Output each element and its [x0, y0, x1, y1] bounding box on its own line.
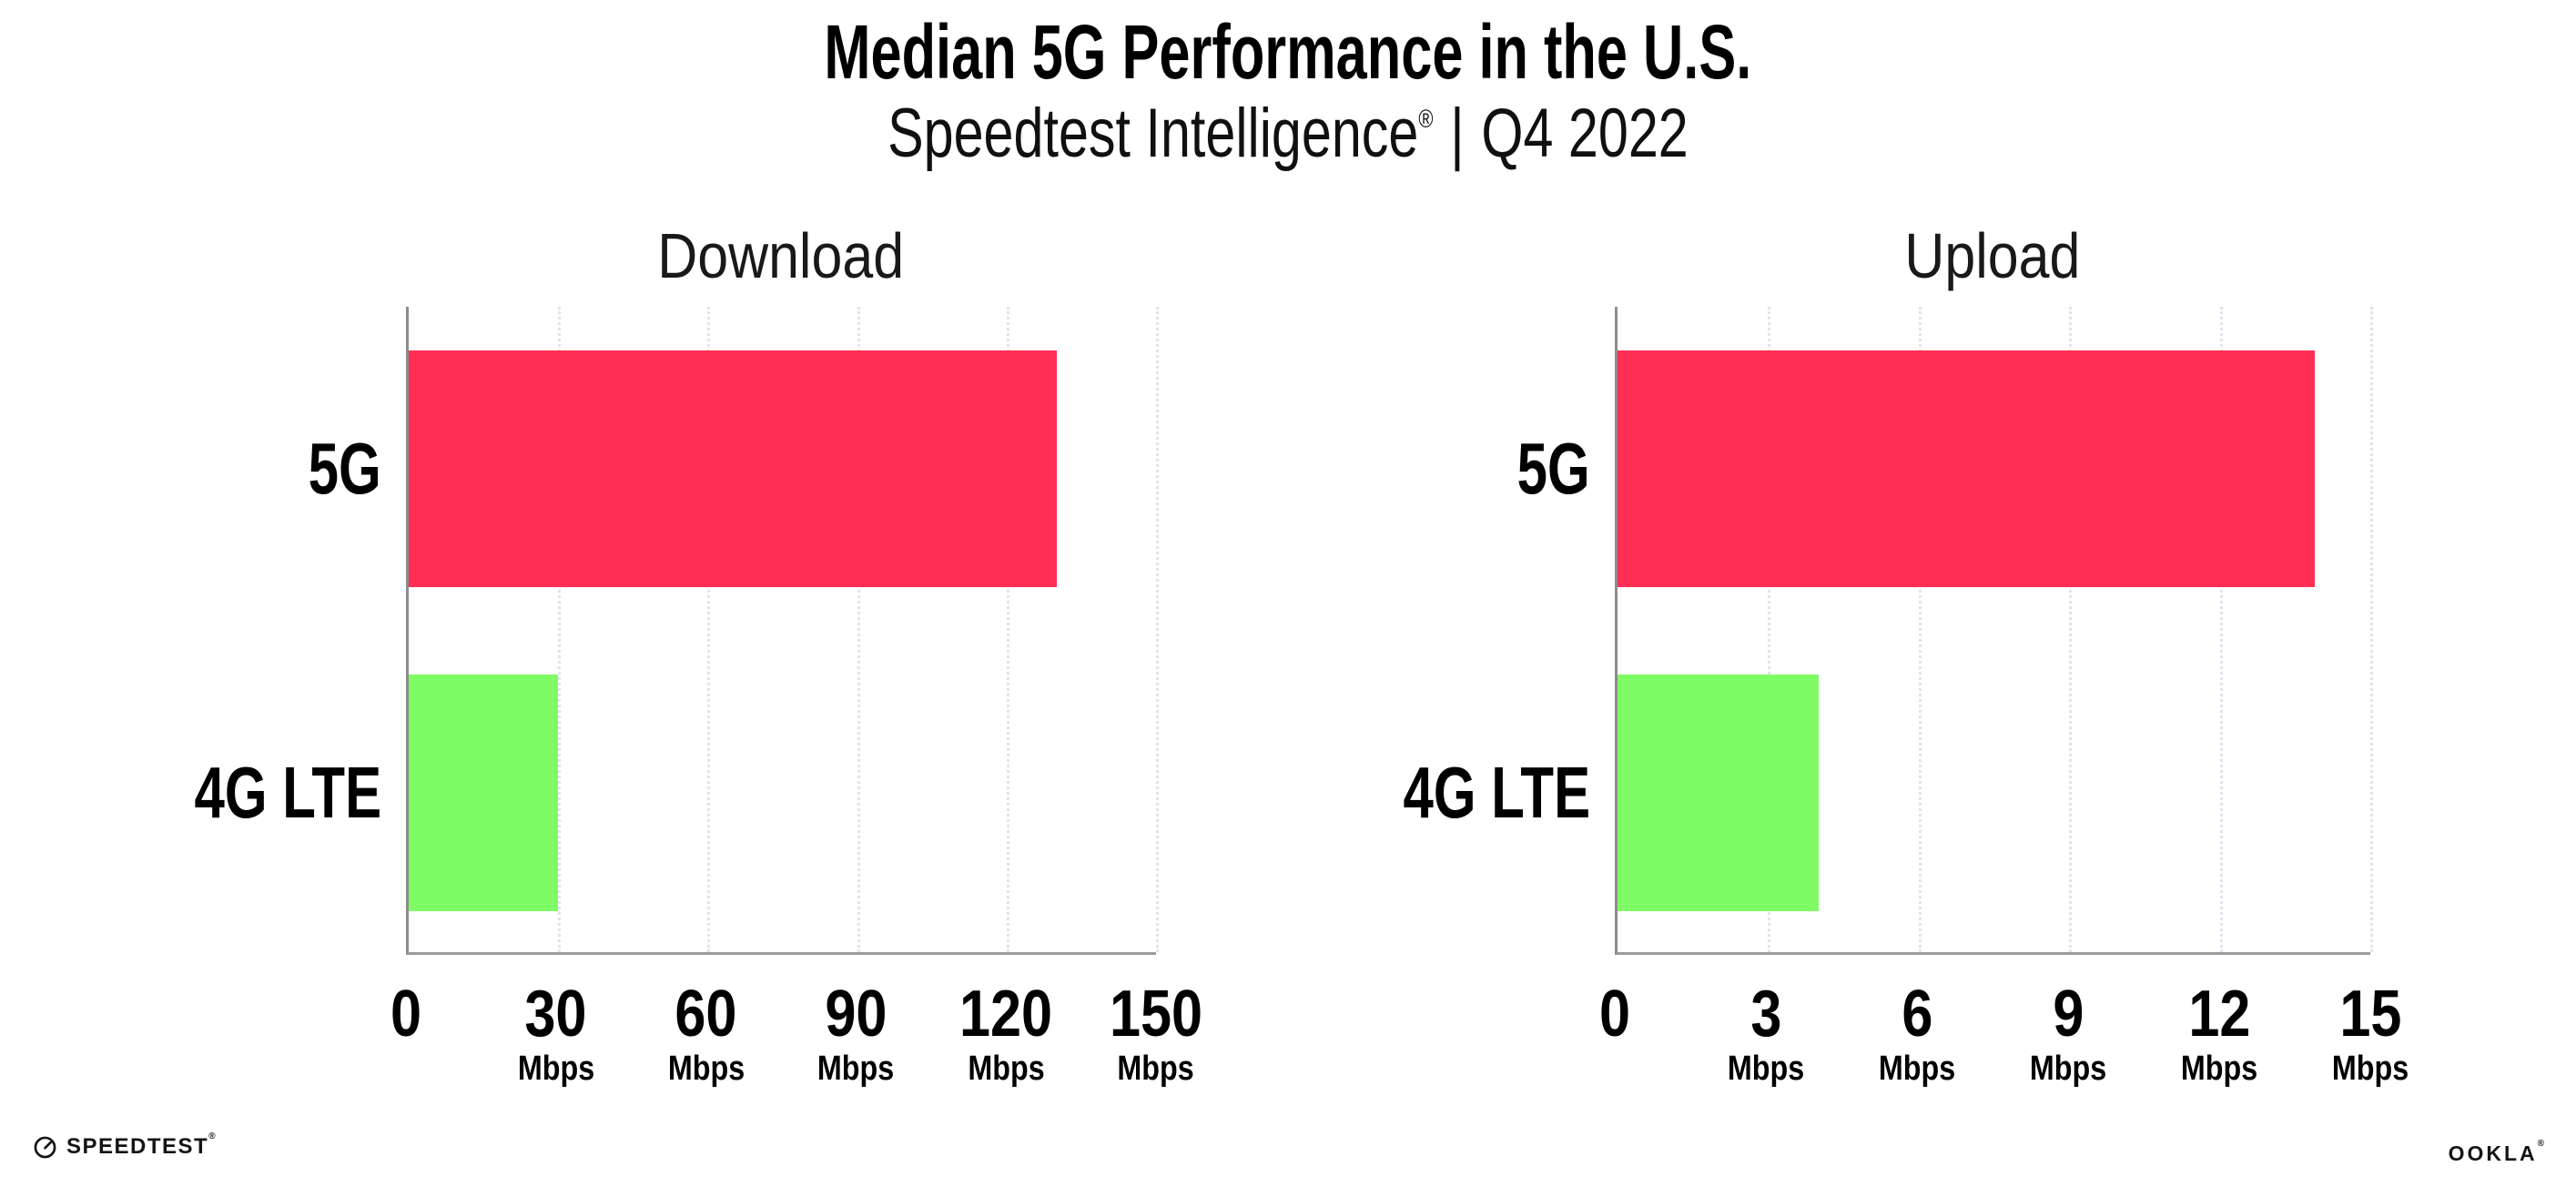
speedtest-logo: SPEEDTEST®	[33, 1131, 218, 1160]
download-chart-title: Download	[657, 220, 905, 291]
x-tick-label: 90 Mbps	[811, 981, 901, 1087]
gridline	[707, 307, 711, 952]
category-label-4g-lte: 4G LTE	[1403, 752, 1590, 833]
x-tick-label: 150 Mbps	[1101, 981, 1211, 1087]
bar-4g-lte	[409, 675, 559, 911]
x-tick-label: 3 Mbps	[1720, 981, 1810, 1087]
x-tick-label: 9 Mbps	[2023, 981, 2113, 1087]
x-tick-unit: Mbps	[2180, 1050, 2258, 1088]
ookla-logo: OOKLA®	[2448, 1139, 2547, 1166]
x-tick-label: 6 Mbps	[1871, 981, 1962, 1087]
x-tick-label: 0	[1598, 978, 1631, 1050]
x-tick-label: 15 Mbps	[2325, 981, 2415, 1087]
gridline	[558, 307, 562, 952]
x-axis: 0 3 Mbps 6 Mbps 9 Mbps 12 Mbps 15 Mbps	[1599, 981, 2409, 1118]
x-tick-unit: Mbps	[1727, 1050, 1805, 1088]
x-tick-unit: Mbps	[1117, 1050, 1195, 1088]
bar-5g	[409, 350, 1057, 587]
x-tick-unit: Mbps	[517, 1050, 594, 1088]
gridline	[2219, 307, 2223, 952]
x-tick-label: 30 Mbps	[511, 981, 601, 1087]
x-tick-label: 60 Mbps	[661, 981, 751, 1087]
x-tick-unit: Mbps	[2029, 1050, 2107, 1088]
x-tick-unit: Mbps	[2331, 1050, 2409, 1088]
speedtest-gauge-icon	[33, 1135, 57, 1160]
gridline	[1006, 307, 1009, 952]
subtitle-brand: Speedtest Intelligence	[887, 95, 1419, 172]
bar-5g	[1618, 350, 2316, 587]
x-tick-label: 0	[390, 978, 422, 1050]
plot-area: 5G 4G LTE	[194, 307, 1159, 955]
gridline	[2069, 307, 2073, 952]
ookla-registered-mark: ®	[2537, 1139, 2547, 1150]
category-label-5g: 5G	[308, 428, 381, 509]
x-tick-label: 120 Mbps	[951, 981, 1060, 1087]
page-subtitle: Speedtest Intelligence® | Q4 2022	[0, 95, 2576, 173]
page-title-text: Median 5G Performance in the U.S.	[824, 9, 1752, 95]
plot-area: 5G 4G LTE	[1403, 307, 2373, 955]
gridline	[1768, 307, 1771, 952]
speedtest-wordmark: SPEEDTEST®	[66, 1131, 218, 1159]
page-title: Median 5G Performance in the U.S.	[0, 11, 2576, 93]
gridline	[857, 307, 860, 952]
gridline	[1918, 307, 1922, 952]
category-label-5g: 5G	[1516, 428, 1590, 509]
speedtest-registered-mark: ®	[208, 1131, 218, 1141]
ookla-wordmark: OOKLA	[2448, 1141, 2538, 1165]
subtitle-period: Q4 2022	[1481, 95, 1689, 172]
upload-chart: Upload 5G 4G LTE 0 3 Mbps 6 Mbps 9 Mbps 12 Mbps 15…	[1403, 218, 2409, 1120]
gridline	[2370, 307, 2373, 952]
upload-chart-title: Upload	[1904, 220, 2081, 291]
download-chart: Download 5G 4G LTE 0 30 Mbps 60 Mbps 90 Mbps 120…	[194, 218, 1202, 1120]
x-axis: 0 30 Mbps 60 Mbps 90 Mbps 120 Mbps 150 Mbps	[390, 981, 1202, 1118]
x-tick-unit: Mbps	[1878, 1050, 1956, 1088]
page-subtitle-text: Speedtest Intelligence® | Q4 2022	[887, 95, 1689, 173]
subtitle-separator: |	[1450, 95, 1465, 172]
category-label-4g-lte: 4G LTE	[194, 752, 381, 833]
bar-4g-lte	[1618, 675, 1819, 911]
gridline	[1156, 307, 1159, 952]
x-tick-unit: Mbps	[968, 1050, 1045, 1088]
registered-mark: ®	[1418, 104, 1434, 133]
x-tick-unit: Mbps	[817, 1050, 895, 1088]
x-tick-label: 12 Mbps	[2174, 981, 2264, 1087]
x-tick-unit: Mbps	[667, 1050, 745, 1088]
